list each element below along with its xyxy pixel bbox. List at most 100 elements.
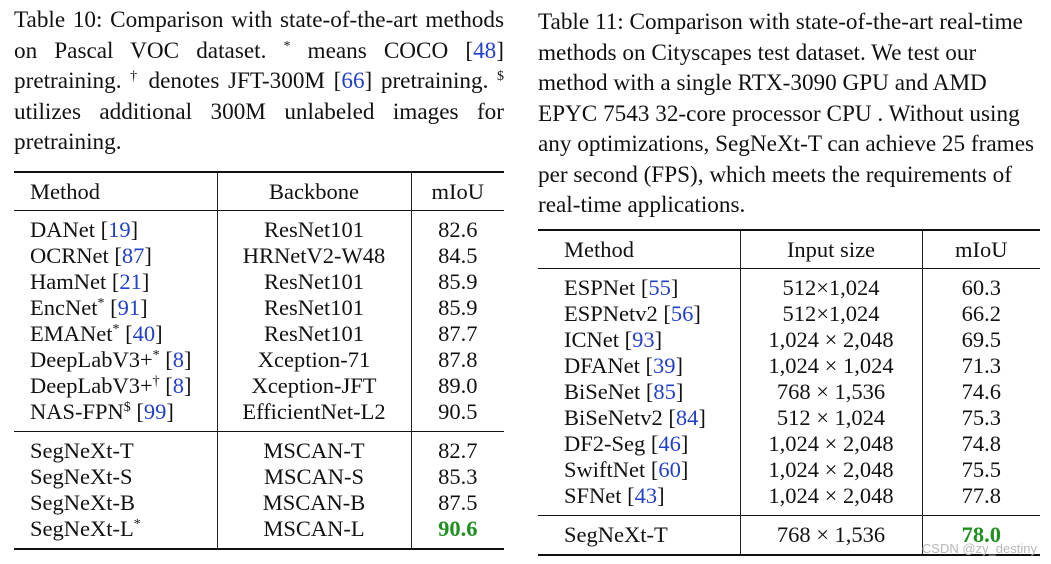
miou-cell: 77.8 (961, 483, 1001, 508)
backbone-cell: ResNet101 (217, 217, 412, 243)
citation-link[interactable]: 93 (632, 327, 655, 352)
method-name: EMANet (30, 321, 113, 346)
input-size-cell: 768 × 1,536 (740, 379, 923, 405)
spacer-cell (217, 431, 412, 438)
citation-link[interactable]: 91 (117, 295, 141, 320)
method-name: SegNeXt-B (30, 490, 135, 515)
method-name: HamNet (30, 269, 107, 294)
method-footnote-mark: * (133, 517, 141, 532)
citation-link[interactable]: 56 (670, 301, 694, 326)
citation-link[interactable]: 55 (648, 275, 671, 300)
method-cell: EncNet* [91] (14, 295, 218, 321)
method-name: NAS-FPN (30, 399, 124, 424)
best-miou-cell: 78.0 (961, 522, 1001, 547)
citation-link[interactable]: 8 (172, 347, 185, 372)
spacer-cell (411, 542, 504, 549)
method-name: SFNet (564, 483, 622, 508)
method-name: ESPNet (564, 275, 636, 300)
spacer-cell (740, 515, 923, 522)
table10-caption: Table 10: Comparison with state-of-the-a… (14, 7, 504, 155)
method-cell: ESPNet [55] (538, 275, 741, 301)
backbone-cell: Xception-71 (217, 347, 412, 373)
citation-link[interactable]: 19 (108, 217, 131, 242)
table-spacer (14, 431, 504, 438)
method-cell: SegNeXt-T (14, 438, 218, 464)
backbone-cell: MSCAN-L (217, 516, 412, 542)
citation-link[interactable]: 48 (473, 37, 497, 64)
method-name: DANet (30, 217, 95, 242)
method-cell: SFNet [43] (538, 483, 741, 509)
method-cell: HamNet [21] (14, 269, 218, 295)
method-name: DeepLabV3+ (30, 347, 153, 372)
input-size-cell: 512×1,024 (740, 275, 923, 301)
method-cell: ICNet [93] (538, 327, 741, 353)
citation-link[interactable]: 99 (143, 399, 167, 424)
spacer-cell (538, 515, 741, 522)
method-name: BiSeNetv2 (564, 405, 663, 430)
method-name: SwiftNet (564, 457, 646, 482)
miou-cell: 66.2 (961, 301, 1001, 326)
input-size-cell: 1,024 × 1,024 (740, 353, 923, 379)
citation-link[interactable]: 85 (653, 379, 676, 404)
table-row: BiSeNet [85] 768 × 1,536 74.6 (538, 379, 1040, 405)
method-footnote-mark: † (152, 374, 160, 389)
miou-cell: 75.5 (961, 457, 1001, 482)
citation-link[interactable]: 87 (121, 243, 145, 268)
method-cell: SegNeXt-T (538, 522, 741, 548)
header-miou: mIoU (922, 230, 1040, 269)
method-cell: DeepLabV3+† [8] (14, 373, 218, 399)
header-method: Method (14, 172, 218, 211)
citation-link[interactable]: 8 (172, 373, 185, 398)
miou-cell: 71.3 (961, 353, 1001, 378)
miou-cell: 87.8 (438, 347, 478, 372)
citation-link[interactable]: 66 (341, 68, 365, 94)
method-cell: SegNeXt-S (14, 464, 218, 490)
table-row: SegNeXt-T 768 × 1,536 78.0 (538, 522, 1040, 548)
citation-link[interactable]: 40 (132, 321, 156, 346)
table-row: SegNeXt-S MSCAN-S 85.3 (14, 464, 504, 490)
miou-cell: 60.3 (961, 275, 1001, 300)
table-spacer (14, 210, 504, 217)
method-name: SegNeXt-L (30, 516, 134, 541)
backbone-cell: ResNet101 (217, 321, 412, 347)
spacer-cell (14, 210, 218, 217)
citation-link[interactable]: 84 (675, 405, 699, 430)
header-input-size: Input size (740, 230, 923, 269)
table-row: DFANet [39] 1,024 × 1,024 71.3 (538, 353, 1040, 379)
citation-link[interactable]: 60 (658, 457, 681, 482)
input-size-cell: 512×1,024 (740, 301, 923, 327)
method-cell: SegNeXt-B (14, 490, 218, 516)
table-row: EncNet* [91] ResNet101 85.9 (14, 295, 504, 321)
input-size-cell: 1,024 × 2,048 (740, 457, 923, 483)
spacer-cell (217, 425, 412, 432)
miou-cell: 85.9 (438, 269, 478, 294)
table-row: SegNeXt-L* MSCAN-L 90.6 (14, 516, 504, 542)
header-miou: mIoU (411, 172, 504, 211)
table11-block: Table 11: Comparison with state-of-the-a… (538, 0, 1040, 556)
miou-cell: 84.5 (438, 243, 478, 268)
miou-cell: 82.7 (438, 438, 478, 463)
input-size-cell: 1,024 × 2,048 (740, 431, 923, 457)
table-row: ICNet [93] 1,024 × 2,048 69.5 (538, 327, 1040, 353)
citation-link[interactable]: 43 (634, 483, 658, 508)
miou-cell: 74.6 (961, 379, 1001, 404)
citation-link[interactable]: 21 (119, 269, 142, 294)
backbone-cell: MSCAN-T (217, 438, 412, 464)
table-row: SegNeXt-T MSCAN-T 82.7 (14, 438, 504, 464)
miou-cell: 87.7 (438, 321, 478, 346)
method-cell: DF2-Seg [46] (538, 431, 741, 457)
spacer-cell (922, 515, 1040, 522)
table-row: DeepLabV3+* [8] Xception-71 87.8 (14, 347, 504, 373)
miou-cell: 82.6 (438, 217, 478, 242)
table-spacer (538, 515, 1040, 522)
backbone-cell: MSCAN-S (217, 464, 412, 490)
citation-link[interactable]: 39 (652, 353, 676, 378)
miou-cell: 87.5 (438, 490, 478, 515)
method-cell: ESPNetv2 [56] (538, 301, 741, 327)
citation-link[interactable]: 46 (658, 431, 681, 456)
method-name: SegNeXt-T (564, 522, 668, 547)
spacer-cell (14, 542, 218, 549)
method-cell: OCRNet [87] (14, 243, 218, 269)
miou-cell: 90.5 (438, 399, 478, 424)
spacer-cell (411, 431, 504, 438)
